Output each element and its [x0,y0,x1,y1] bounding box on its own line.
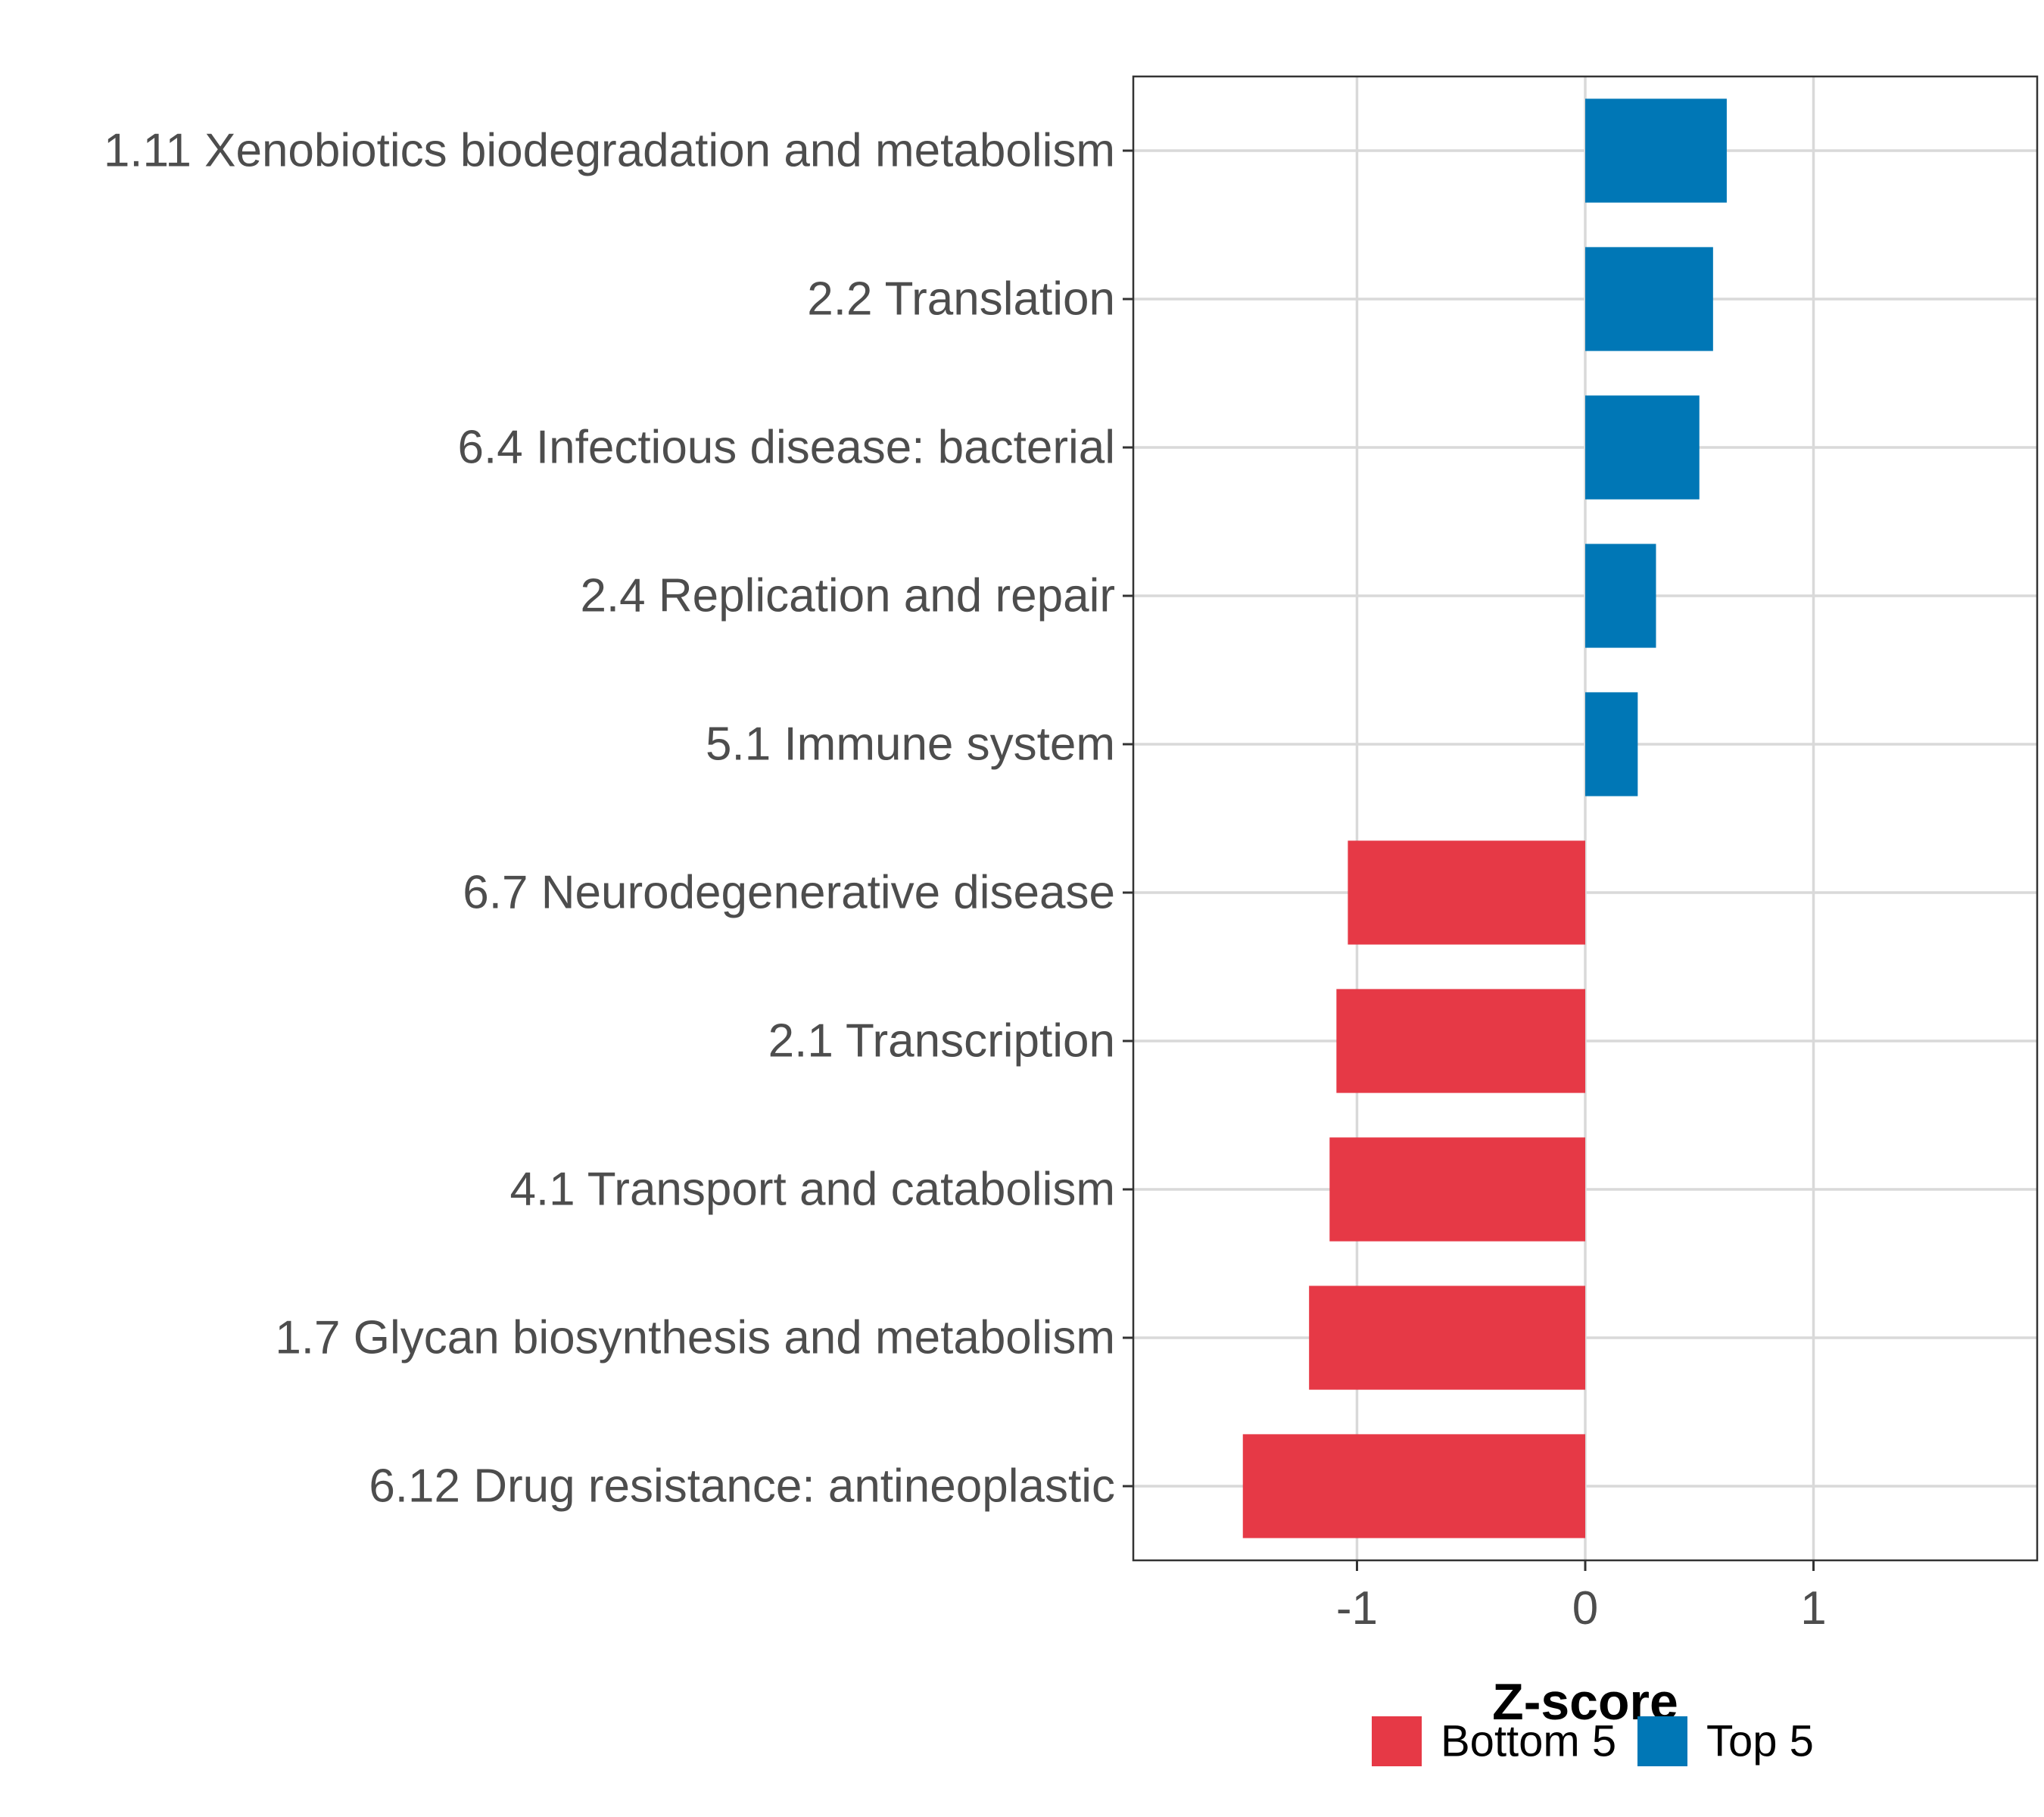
bar-bottom-8 [1329,1137,1585,1242]
legend-label: Top 5 [1706,1717,1814,1766]
category-label: 5.1 Immune system [706,718,1115,771]
category-label: 6.7 Neurodegenerative disease [463,867,1115,919]
category-label: 2.1 Transcription [768,1015,1115,1067]
bar-bottom-9 [1309,1286,1585,1390]
bar-top-5 [1585,692,1638,796]
category-label: 6.4 Infectious disease: bacterial [457,422,1115,474]
bars [1242,98,1727,1538]
legend-swatch-bottom-5 [1372,1716,1422,1766]
bar-bottom-6 [1348,840,1585,945]
x-tick-label: 1 [1800,1582,1826,1635]
x-tick-label: 0 [1572,1582,1598,1635]
bar-bottom-10 [1242,1434,1585,1538]
legend: Bottom 5 Top 5 [1372,1716,1814,1766]
legend-label: Bottom 5 [1441,1717,1616,1766]
bar-top-2 [1585,247,1713,351]
category-label: 2.4 Replication and repair [580,570,1115,622]
x-tick-label: -1 [1336,1582,1378,1635]
bar-bottom-7 [1336,989,1585,1093]
category-label: 2.2 Translation [807,273,1115,326]
category-label: 4.1 Transport and catabolism [509,1164,1115,1216]
bar-top-3 [1585,395,1700,500]
x-axis: -1 0 1 [1336,1560,1827,1635]
category-label: 1.11 Xenobiotics biodegradation and meta… [104,125,1115,177]
category-label: 1.7 Glycan biosynthesis and metabolism [275,1312,1115,1364]
category-label: 6.12 Drug resistance: antineoplastic [369,1460,1115,1513]
bar-top-1 [1585,98,1727,203]
y-axis: 1.11 Xenobiotics biodegradation and meta… [104,125,1133,1513]
legend-swatch-top-5 [1637,1716,1687,1766]
bar-top-4 [1585,544,1656,648]
